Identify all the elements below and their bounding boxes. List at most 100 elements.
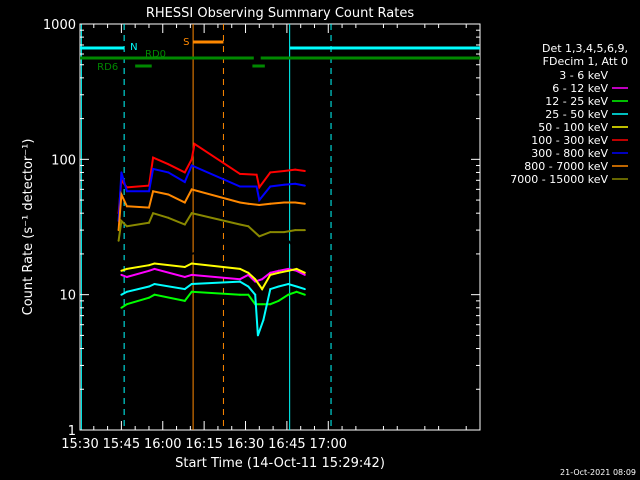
series-point-100-300-kev (255, 173, 258, 176)
series-point-800-7000-kev (190, 188, 193, 191)
series-point-300-800-kev (239, 185, 241, 188)
series-point-25-50-kev (254, 293, 257, 296)
series-point-7000-15000-kev (120, 220, 123, 222)
flag-label-s: S (183, 37, 189, 48)
series-point-800-7000-kev (148, 206, 150, 209)
series-point-300-800-kev (148, 190, 150, 193)
series-point-3-6-kev (269, 252, 272, 255)
series-point-6-12-kev (295, 269, 298, 272)
series-point-800-7000-kev (167, 193, 170, 196)
series-point-100-300-kev (258, 186, 261, 189)
series-point-3-6-kev (120, 259, 123, 262)
series-point-800-7000-kev (120, 193, 123, 196)
flag-label-rd6: RD6 (97, 62, 118, 73)
series-point-12-25-kev (190, 290, 193, 293)
series-point-800-7000-kev (283, 201, 286, 204)
series-point-25-50-kev (120, 293, 123, 296)
series-point-7000-15000-kev (283, 231, 286, 234)
series-point-50-100-kev (303, 271, 306, 274)
series-point-25-50-kev (295, 285, 298, 288)
series-point-300-800-kev (255, 185, 258, 188)
legend-label-300-800-kev: 300 - 800 keV (531, 147, 608, 160)
series-point-100-300-kev (190, 158, 193, 161)
y-axis-label: Count Rate (s⁻¹ detector⁻¹) (21, 139, 36, 316)
series-point-300-800-kev (120, 171, 123, 174)
time-markers (80, 24, 332, 430)
series-point-7000-15000-kev (303, 229, 306, 232)
series-point-50-100-kev (247, 271, 250, 274)
series-point-50-100-kev (269, 273, 272, 276)
series-point-7000-15000-kev (247, 225, 250, 228)
series-point-12-25-kev (247, 293, 250, 296)
series-point-7000-15000-kev (190, 212, 193, 215)
y-tick-label-1000: 1000 (43, 18, 76, 33)
series-point-300-800-kev (269, 185, 272, 188)
series-point-100-300-kev (269, 171, 272, 174)
series-line-100-300-kev (117, 142, 305, 214)
legend-label-25-50-kev: 25 - 50 keV (545, 108, 608, 121)
series-point-12-25-kev (295, 290, 298, 293)
x-tick-label-15-30: 15:30 (61, 437, 98, 452)
series-point-12-25-kev (148, 296, 150, 299)
series-point-50-100-kev (153, 262, 156, 265)
chart-title: RHESSI Observing Summary Count Rates (146, 6, 415, 21)
series-point-25-50-kev (303, 288, 306, 291)
generation-timestamp: 21-Oct-2021 08:09 (560, 468, 636, 477)
series-point-7000-15000-kev (258, 235, 261, 238)
series-point-100-300-kev (167, 163, 170, 166)
series-point-800-7000-kev (125, 205, 128, 208)
series-point-50-100-kev (148, 264, 150, 267)
series-point-3-6-kev (243, 244, 246, 247)
series-point-6-12-kev (120, 273, 123, 276)
series-point-300-800-kev (183, 181, 186, 183)
series-point-6-12-kev (269, 271, 272, 274)
series-point-25-50-kev (277, 285, 280, 288)
series-point-7000-15000-kev (167, 216, 170, 219)
series-point-800-7000-kev (152, 190, 155, 193)
series-point-100-300-kev (303, 170, 306, 172)
series-point-3-6-kev (254, 252, 257, 255)
series-point-50-100-kev (287, 269, 290, 272)
series-point-7000-15000-kev (117, 239, 120, 242)
series-point-800-7000-kev (247, 202, 250, 205)
x-tick-label-16-00: 16:00 (144, 437, 181, 452)
x-tick-label-16-15: 16:15 (185, 437, 222, 452)
series-point-7000-15000-kev (269, 231, 272, 234)
series-point-25-50-kev (247, 285, 250, 288)
y-tick-label-1: 1 (68, 424, 76, 439)
series-point-7000-15000-kev (294, 229, 297, 232)
series-point-7000-15000-kev (152, 212, 155, 215)
flag-label-rd0: RD0 (145, 49, 166, 60)
series-point-6-12-kev (261, 278, 264, 281)
series-point-3-6-kev (276, 247, 279, 250)
series-point-25-50-kev (256, 334, 259, 337)
series-point-25-50-kev (183, 288, 186, 291)
series-point-800-7000-kev (269, 202, 272, 205)
series-point-6-12-kev (153, 267, 156, 270)
legend: Det 1,3,4,5,6,9, FDecim 1, Att 0 3 - 6 k… (510, 42, 628, 186)
series-point-800-7000-kev (258, 204, 261, 206)
series-point-6-12-kev (303, 273, 306, 276)
series-point-6-12-kev (190, 273, 193, 276)
series-point-12-25-kev (153, 293, 156, 296)
series-point-12-25-kev (287, 293, 290, 296)
series-point-25-50-kev (153, 283, 156, 285)
axis-ticks: 15:30 15:45 16:00 16:15 16:30 16:45 17:00 1 10 10… (43, 18, 480, 452)
series-point-3-6-kev (183, 255, 186, 258)
legend-label-100-300-kev: 100 - 300 keV (531, 134, 608, 147)
series-point-12-25-kev (277, 299, 280, 302)
series-point-100-300-kev (183, 171, 186, 174)
series-point-7000-15000-kev (148, 221, 150, 224)
series-point-50-100-kev (190, 262, 193, 265)
series-point-800-7000-kev (239, 201, 241, 204)
x-tick-label-17-00: 17:00 (310, 437, 347, 452)
series-point-300-800-kev (303, 184, 306, 187)
series-point-25-50-kev (269, 288, 272, 291)
series-point-800-7000-kev (294, 201, 297, 204)
legend-label-7000-15000-kev: 7000 - 15000 keV (510, 173, 608, 186)
x-tick-label-15-45: 15:45 (103, 437, 140, 452)
legend-label-3-6-kev: 3 - 6 keV (559, 69, 608, 82)
series-point-25-50-kev (125, 290, 128, 293)
series-point-3-6-kev (153, 251, 156, 254)
